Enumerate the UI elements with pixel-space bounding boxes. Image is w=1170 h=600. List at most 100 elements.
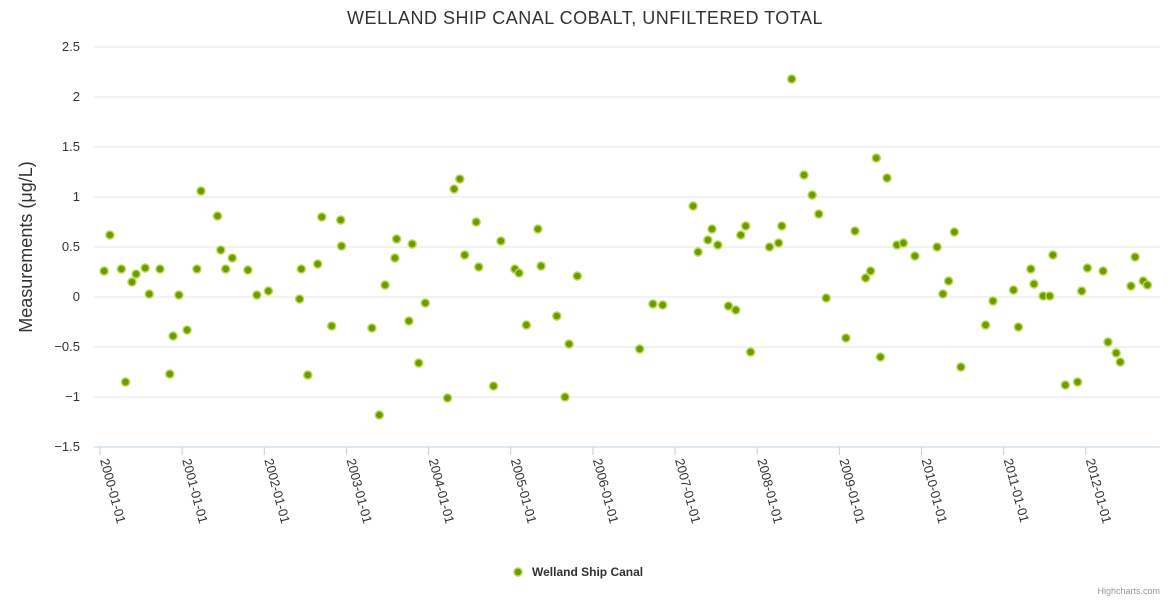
data-point[interactable] [116, 264, 127, 274]
data-point[interactable] [168, 331, 178, 341]
data-point[interactable] [740, 221, 751, 231]
data-point[interactable] [442, 393, 453, 403]
data-point[interactable] [449, 184, 459, 194]
data-point[interactable] [764, 242, 775, 252]
data-point[interactable] [799, 170, 809, 180]
data-point[interactable] [723, 301, 734, 311]
data-point[interactable] [688, 201, 698, 211]
data-point[interactable] [777, 221, 787, 231]
data-point[interactable] [773, 238, 784, 248]
data-point[interactable] [488, 381, 499, 391]
data-point[interactable] [564, 339, 574, 349]
data-point[interactable] [380, 280, 390, 290]
data-point[interactable] [821, 293, 831, 303]
data-point[interactable] [312, 259, 323, 269]
data-point[interactable] [898, 238, 909, 248]
data-point[interactable] [105, 230, 115, 240]
data-point[interactable] [865, 266, 876, 276]
data-point[interactable] [391, 234, 402, 244]
data-point[interactable] [634, 344, 645, 354]
data-point[interactable] [404, 316, 414, 326]
data-point[interactable] [296, 264, 307, 274]
data-point[interactable] [120, 377, 131, 387]
credits-link[interactable]: Highcharts.com [1097, 586, 1160, 596]
data-point[interactable] [420, 298, 431, 308]
data-point[interactable] [294, 294, 305, 304]
data-point[interactable] [731, 305, 741, 315]
data-point[interactable] [980, 320, 991, 330]
data-point[interactable] [938, 289, 948, 299]
data-point[interactable] [413, 358, 424, 368]
data-point[interactable] [459, 250, 470, 260]
data-point[interactable] [99, 266, 109, 276]
data-point[interactable] [1076, 286, 1087, 296]
data-point[interactable] [144, 289, 155, 299]
data-point[interactable] [988, 296, 998, 306]
data-point[interactable] [552, 311, 562, 321]
data-point[interactable] [786, 74, 797, 84]
data-point[interactable] [1060, 380, 1071, 390]
data-point[interactable] [860, 273, 871, 283]
data-point[interactable] [127, 277, 137, 287]
data-point[interactable] [155, 264, 165, 274]
data-point[interactable] [336, 241, 347, 251]
data-point[interactable] [648, 299, 658, 309]
legend[interactable]: Welland Ship Canal [513, 565, 643, 579]
data-point[interactable] [657, 300, 668, 310]
data-point[interactable] [871, 153, 882, 163]
data-point[interactable] [471, 217, 481, 227]
data-point[interactable] [1026, 264, 1036, 274]
data-point[interactable] [875, 352, 886, 362]
data-point[interactable] [1142, 280, 1153, 290]
legend-marker[interactable] [513, 567, 523, 577]
data-point[interactable] [243, 265, 253, 275]
data-point[interactable] [192, 264, 202, 274]
data-point[interactable] [572, 271, 583, 281]
data-point[interactable] [1098, 266, 1108, 276]
data-point[interactable] [220, 264, 231, 274]
data-point[interactable] [374, 410, 385, 420]
data-point[interactable] [455, 174, 465, 184]
data-point[interactable] [212, 211, 223, 221]
data-point[interactable] [736, 230, 746, 240]
data-point[interactable] [882, 173, 892, 183]
data-point[interactable] [514, 268, 524, 278]
data-point[interactable] [496, 236, 506, 246]
data-point[interactable] [140, 263, 150, 273]
data-point[interactable] [263, 286, 274, 296]
data-point[interactable] [252, 290, 262, 300]
data-point[interactable] [1029, 279, 1039, 289]
data-point[interactable] [1115, 357, 1126, 367]
data-point[interactable] [713, 240, 723, 250]
data-point[interactable] [707, 224, 717, 234]
data-point[interactable] [560, 392, 570, 402]
data-point[interactable] [956, 362, 966, 372]
data-point[interactable] [131, 269, 141, 279]
data-point[interactable] [317, 212, 327, 222]
data-point[interactable] [227, 253, 238, 263]
legend-label[interactable]: Welland Ship Canal [532, 565, 643, 579]
data-point[interactable] [390, 253, 400, 263]
data-point[interactable] [1008, 285, 1019, 295]
data-point[interactable] [536, 261, 546, 271]
data-point[interactable] [533, 224, 543, 234]
data-point[interactable] [407, 239, 417, 249]
data-point[interactable] [174, 290, 184, 300]
data-point[interactable] [850, 226, 860, 236]
data-point[interactable] [165, 369, 175, 379]
data-point[interactable] [1044, 291, 1055, 301]
data-point[interactable] [943, 276, 954, 286]
data-point[interactable] [703, 235, 713, 245]
data-point[interactable] [745, 347, 756, 357]
data-point[interactable] [1072, 377, 1083, 387]
data-point[interactable] [326, 321, 337, 331]
data-point[interactable] [1103, 337, 1113, 347]
data-point[interactable] [1130, 252, 1140, 262]
data-point[interactable] [841, 333, 851, 343]
data-point[interactable] [1048, 250, 1058, 260]
data-point[interactable] [335, 215, 346, 225]
data-point[interactable] [949, 227, 960, 237]
data-point[interactable] [814, 209, 824, 219]
data-point[interactable] [693, 247, 703, 257]
data-point[interactable] [1126, 281, 1136, 291]
